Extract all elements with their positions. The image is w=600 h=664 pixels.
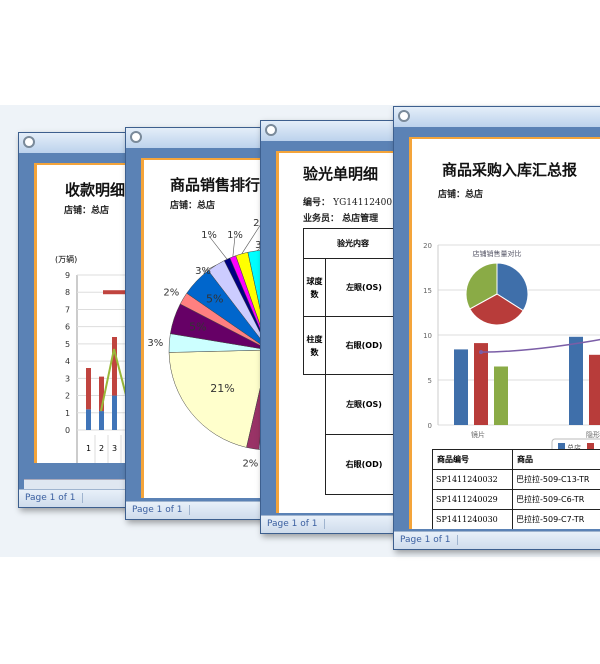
pie-label: 3% bbox=[147, 338, 163, 349]
x-tick-label: 2 bbox=[99, 444, 104, 453]
col-header: 商品 bbox=[512, 449, 600, 470]
bar-segment bbox=[99, 376, 104, 412]
y-tick-label: 0 bbox=[65, 426, 70, 435]
pie-label: 3% bbox=[195, 266, 211, 277]
y-tick-label: 8 bbox=[65, 288, 70, 297]
x-tick-label: 1 bbox=[86, 444, 91, 453]
app-icon bbox=[398, 110, 410, 122]
app-icon bbox=[130, 131, 142, 143]
y-tick-label: 5 bbox=[428, 377, 432, 385]
report-title: 商品销售排行 bbox=[170, 176, 261, 194]
eye-cell: 右眼(OD) bbox=[325, 434, 403, 495]
table-row: SP1411240029 巴拉拉-509-C6-TR bbox=[432, 489, 600, 510]
bar bbox=[569, 336, 583, 425]
y-tick-label: 5 bbox=[65, 340, 70, 349]
bar-segment bbox=[86, 409, 91, 430]
app-icon bbox=[23, 136, 35, 148]
bar-segment bbox=[99, 411, 104, 430]
code-row: 编号： YG14112400 bbox=[303, 198, 393, 208]
app-icon bbox=[265, 124, 277, 136]
header-cell: 验光内容 bbox=[303, 228, 403, 259]
x-tick-label: 隐形 bbox=[586, 430, 600, 439]
report-title: 验光单明细 bbox=[303, 165, 379, 183]
y-tick-label: 6 bbox=[65, 323, 70, 332]
pie-slice bbox=[168, 349, 270, 448]
products-table: 商品编号 商品 SP1411240032 巴拉拉-509-C13-TR SP1411… bbox=[432, 449, 600, 529]
bar bbox=[589, 354, 600, 425]
pie-label: 21% bbox=[210, 382, 234, 395]
eye-cell: 右眼(OD) bbox=[325, 316, 403, 375]
store-label: 店铺：总店 bbox=[170, 201, 216, 211]
report-title: 商品采购入库汇总报 bbox=[442, 161, 578, 179]
clerk-row: 业务员： 总店管理 bbox=[303, 214, 379, 224]
y-tick-label: 9 bbox=[65, 271, 70, 280]
pie-label: 1% bbox=[201, 230, 217, 241]
bar-segment bbox=[86, 368, 91, 410]
report-title: 收款明细 bbox=[65, 181, 126, 199]
pie-label: 5% bbox=[189, 320, 206, 333]
store-label: 店铺：总店 bbox=[64, 206, 110, 216]
inset-pie-slice bbox=[465, 262, 498, 310]
y-tick-label: 10 bbox=[423, 332, 432, 340]
legend-swatch bbox=[587, 443, 594, 449]
y-tick-label: 4 bbox=[65, 357, 70, 366]
page-indicator: Page 1 of 1 bbox=[400, 535, 458, 545]
report-page: 商品采购入库汇总报 店铺：总店 0 5 10 15 20 镜片 隐形 总店 店铺销售量对比 商品… bbox=[409, 137, 600, 529]
eye-cell: 左眼(OS) bbox=[325, 258, 403, 317]
clerk-value: 总店管理 bbox=[342, 214, 379, 224]
page-indicator: Page 1 of 1 bbox=[132, 505, 190, 515]
leader-line bbox=[232, 235, 236, 257]
y-tick-label: 20 bbox=[423, 242, 432, 250]
bar bbox=[494, 366, 508, 425]
pie-label: 2% bbox=[163, 287, 179, 298]
bar bbox=[474, 343, 488, 425]
legend-swatch bbox=[558, 443, 565, 449]
y-tick-label: 3 bbox=[65, 374, 70, 383]
page-indicator: Page 1 of 1 bbox=[25, 493, 83, 503]
group-cell: 球度数 bbox=[303, 258, 326, 317]
unit-label: (万辆) bbox=[55, 254, 77, 264]
leader-line bbox=[208, 235, 228, 260]
pie-label: 5% bbox=[206, 292, 223, 305]
col-header: 商品编号 bbox=[432, 449, 513, 470]
status-bar: Page 1 of 1 bbox=[394, 531, 600, 549]
report-window-purchase-summary[interactable]: 商品采购入库汇总报 店铺：总店 0 5 10 15 20 镜片 隐形 总店 店铺销售量对比 商品… bbox=[393, 106, 600, 550]
y-tick-label: 1 bbox=[65, 409, 70, 418]
bar bbox=[454, 349, 468, 425]
store-label: 店铺：总店 bbox=[438, 190, 484, 200]
series-line bbox=[100, 348, 128, 412]
x-tick-label: 镜片 bbox=[471, 430, 485, 439]
title-bar[interactable] bbox=[394, 107, 600, 127]
x-tick-label: 3 bbox=[112, 444, 117, 453]
pie-label: 1% bbox=[227, 230, 243, 241]
y-tick-label: 0 bbox=[428, 422, 432, 430]
y-tick-label: 15 bbox=[423, 287, 432, 295]
page-indicator: Page 1 of 1 bbox=[267, 519, 325, 529]
legend-label: 总店 bbox=[567, 443, 581, 449]
line-point bbox=[479, 350, 483, 355]
bar-segment bbox=[112, 395, 117, 430]
legend-swatch bbox=[103, 290, 133, 295]
series-line bbox=[480, 338, 600, 353]
pie-label: 2% bbox=[242, 458, 258, 469]
table-row: SP1411240030 巴拉拉-509-C7-TR bbox=[432, 509, 600, 529]
leader-line bbox=[241, 223, 262, 254]
table-row: SP1411240032 巴拉拉-509-C13-TR bbox=[432, 469, 600, 490]
eye-cell: 左眼(OS) bbox=[325, 374, 403, 435]
leader-line bbox=[202, 264, 217, 273]
group-cell: 柱度数 bbox=[303, 316, 326, 375]
code-value: YG14112400 bbox=[333, 198, 393, 208]
y-tick-label: 7 bbox=[65, 305, 70, 314]
bar-segment bbox=[112, 337, 117, 396]
inset-pie-title: 店铺销售量对比 bbox=[473, 249, 522, 258]
y-tick-label: 2 bbox=[65, 392, 70, 401]
